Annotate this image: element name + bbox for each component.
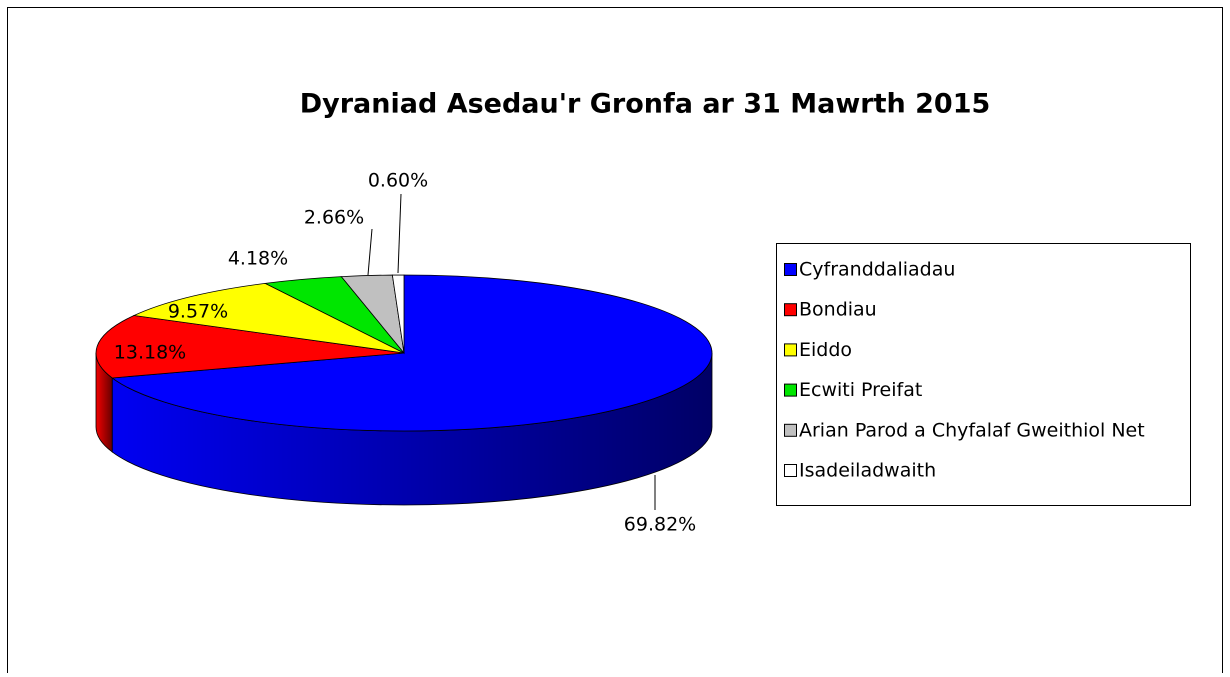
slice [111,274,713,432]
legend-label: Bondiau [799,299,877,321]
chart-title: Dyraniad Asedau'r Gronfa ar 31 Mawrth 20… [300,89,991,120]
legend-swatch [784,383,797,397]
legend-swatch [784,343,797,357]
data-label: 4.18% [228,248,288,270]
data-label: 9.57% [168,301,228,323]
data-label: 2.66% [304,207,364,229]
data-label: 0.60% [368,170,428,192]
legend-swatch [784,303,797,317]
legend-swatch [784,423,797,437]
data-label: 69.82% [624,514,696,536]
slice-side-shade [96,353,113,452]
slice [95,315,405,379]
legend-swatch [784,263,797,276]
legend-label: Isadeiladwaith [799,460,936,482]
slice-side-shade [112,353,712,505]
slice [132,282,405,354]
legend-label: Eiddo [799,339,852,361]
legend-label: Cyfranddaliadau [799,259,955,281]
legend-swatch [784,464,797,477]
legend [776,243,1191,506]
legend-label: Ecwiti Preifat [799,379,922,401]
slice [391,274,405,354]
data-label: 13.18% [114,342,186,364]
leader-line [397,193,402,274]
legend-label: Arian Parod a Chyfalaf Gweithiol Net [799,419,1145,441]
leader-line [367,228,373,276]
